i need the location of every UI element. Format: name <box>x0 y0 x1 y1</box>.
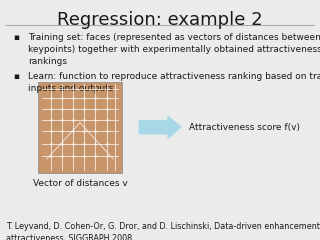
Text: Attractiveness score f(v): Attractiveness score f(v) <box>189 123 300 132</box>
Text: ▪: ▪ <box>13 72 19 81</box>
Text: ▪: ▪ <box>13 33 19 42</box>
Text: Training set: faces (represented as vectors of distances between
keypoints) toge: Training set: faces (represented as vect… <box>28 33 320 66</box>
Text: Vector of distances v: Vector of distances v <box>33 179 127 188</box>
Text: T. Leyvand, D. Cohen-Or, G. Dror, and D. Lischinski, Data-driven enhancement of : T. Leyvand, D. Cohen-Or, G. Dror, and D.… <box>6 222 320 240</box>
FancyBboxPatch shape <box>38 82 122 173</box>
Text: Regression: example 2: Regression: example 2 <box>57 11 263 29</box>
Text: Learn: function to reproduce attractiveness ranking based on training
inputs and: Learn: function to reproduce attractiven… <box>28 72 320 93</box>
FancyArrow shape <box>139 116 181 138</box>
